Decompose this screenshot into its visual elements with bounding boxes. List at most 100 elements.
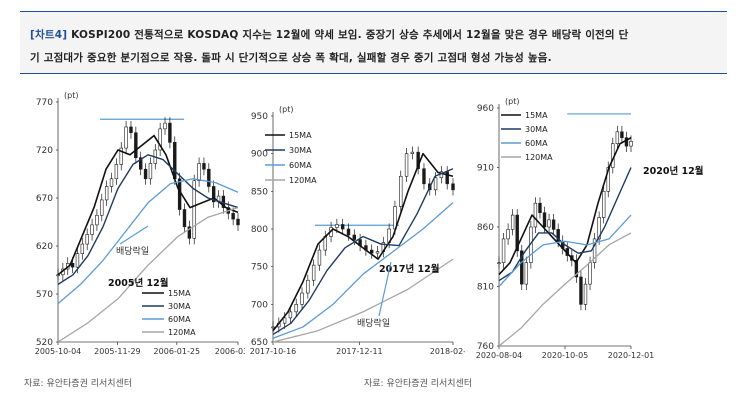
kospi200-2017-chart: 650 700 750 800 850 900 950 (pt) 2017-10-16 2017-… — [250, 105, 465, 356]
y-tick-label: 670 — [36, 194, 53, 204]
y-tick-label: 810 — [477, 283, 494, 293]
legend-label: 60MA — [289, 161, 312, 170]
candle-body — [163, 122, 167, 130]
unit-label: (pt) — [505, 97, 519, 106]
y-tick-label: 760 — [477, 342, 494, 352]
candle-body — [547, 219, 551, 228]
candle-body — [90, 224, 94, 235]
y-tick-label: 650 — [251, 338, 268, 348]
candle-body — [370, 249, 374, 254]
candle-body — [340, 224, 345, 230]
legend-label: 15MA — [289, 131, 312, 140]
series-120ma — [57, 206, 239, 343]
candle-body — [104, 186, 109, 201]
candle-body — [311, 264, 316, 281]
charts-area: 520 570 620 670 720 770 (pt) 2005-10-04 2005-11-… — [0, 86, 745, 366]
legend-label: 30MA — [168, 302, 191, 311]
candle-body — [294, 304, 298, 313]
x-tick-label: 2017-10-16 — [250, 347, 297, 356]
series-120ma — [498, 232, 632, 347]
candle-body — [119, 147, 123, 165]
candle-body — [317, 249, 322, 266]
legend-label: 120MA — [525, 153, 553, 162]
annotation-label: 배당락일 — [357, 317, 390, 329]
candle-body — [95, 214, 99, 226]
candle-body — [335, 224, 339, 228]
source-left: 자료: 유안타증권 리서치센터 — [24, 379, 133, 389]
y-tick-label: 700 — [251, 300, 268, 310]
candle-body — [80, 243, 85, 254]
series-30ma — [272, 168, 454, 336]
candle-body — [433, 177, 438, 191]
candle-body — [579, 276, 583, 305]
x-tick-label: 2005-10-04 — [35, 347, 82, 356]
source-right: 자료: 유안타증권 리서치센터 — [364, 379, 473, 389]
candle-body — [501, 238, 506, 263]
caption-box: [차트4] KOSPI200 전통적으로 KOSDAQ 지수는 12월에 약세 … — [20, 11, 727, 74]
candle-body — [451, 183, 455, 191]
legend-label: 30MA — [289, 146, 312, 155]
candle-body — [182, 209, 187, 228]
candle-body — [515, 214, 519, 252]
candle-body — [231, 213, 235, 220]
candle-body — [583, 283, 588, 305]
candle-body — [306, 279, 310, 294]
unit-label: (pt) — [279, 105, 293, 114]
y-tick-label: 570 — [36, 290, 53, 300]
candle-body — [624, 137, 629, 147]
legend-label: 15MA — [168, 289, 191, 298]
candle-body — [271, 326, 275, 329]
candle-body — [588, 262, 592, 285]
candle-body — [187, 226, 192, 239]
candle-body — [410, 151, 415, 154]
x-tick-label: 2006-03-24 — [215, 347, 245, 356]
x-tick-label: 2020-08-04 — [476, 351, 523, 360]
series-60ma — [272, 202, 454, 339]
candle-body — [288, 311, 293, 319]
y-tick-label: 770 — [36, 98, 53, 108]
candle-body — [615, 131, 620, 144]
candle-body — [114, 164, 119, 180]
candle-body — [282, 317, 287, 324]
candle-body — [148, 163, 153, 180]
candle-body — [168, 122, 172, 143]
series-15ma — [57, 134, 239, 276]
series-30ma — [57, 154, 239, 285]
candle-body — [202, 163, 206, 170]
annotation-label: 배당락일 — [116, 245, 149, 257]
series-15ma — [272, 152, 454, 332]
legend-label: 60MA — [168, 315, 191, 324]
x-tick-label: 2005-11-29 — [94, 347, 141, 356]
x-tick-label: 2018-02-08 — [430, 347, 465, 356]
candle-body — [524, 262, 529, 285]
legend-label: 120MA — [168, 328, 196, 337]
candle-body — [300, 292, 304, 305]
x-tick-label: 2017-12-11 — [336, 347, 383, 356]
annotation-arrow — [378, 261, 392, 317]
y-tick-label: 950 — [251, 112, 268, 122]
candle-body — [556, 229, 560, 242]
x-tick-label: 2020-10-05 — [542, 351, 589, 360]
y-tick-label: 910 — [477, 164, 494, 174]
x-tick-label: 2020-12-01 — [608, 351, 655, 360]
candle-body — [207, 168, 211, 187]
caption-line-2: 기 고점대가 중요한 분기점으로 작용. 돌파 시 단기적으로 상승 폭 확대,… — [30, 52, 552, 64]
legend-label: 30MA — [525, 125, 548, 134]
series-60ma — [57, 178, 239, 305]
candle-body — [129, 126, 133, 134]
candle-body — [197, 163, 201, 182]
y-tick-label: 800 — [251, 225, 268, 235]
legend-label: 60MA — [525, 139, 548, 148]
kosdaq-2020-chart: 760 810 860 910 960 (pt) 2020-08-04 2020-10-05 2… — [476, 97, 704, 360]
candle-body — [70, 262, 75, 268]
annotation-label: 2017년 12월 — [379, 263, 439, 275]
y-tick-label: 860 — [477, 223, 494, 233]
candle-body — [597, 217, 601, 240]
annotation-label: 2005년 12월 — [108, 277, 168, 289]
candle-body — [404, 153, 409, 177]
candle-body — [236, 218, 240, 226]
series-15ma — [498, 137, 632, 276]
candle-body — [422, 168, 426, 185]
candle-body — [124, 126, 128, 149]
candle-body — [542, 212, 547, 228]
